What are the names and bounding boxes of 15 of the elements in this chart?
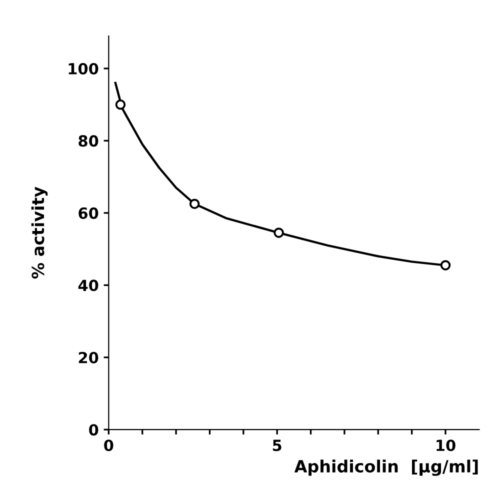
point	[440, 260, 451, 270]
x-axis-title: Aphidicolin [µg/ml]	[294, 460, 478, 476]
point	[189, 198, 200, 210]
y-tick-label: 100	[68, 62, 98, 75]
x-tick-label: 5	[272, 440, 282, 452]
y-tick-label: 60	[78, 207, 98, 219]
x-tick-label: 10	[436, 440, 456, 452]
point	[115, 99, 126, 110]
y-tick-label: 40	[78, 280, 98, 292]
y-tick-label: 20	[78, 352, 98, 364]
x-tick-label: 0	[104, 440, 114, 452]
y-axis-title: % activity	[31, 186, 48, 279]
y-tick-label: 80	[78, 135, 98, 147]
point	[274, 228, 284, 238]
y-tick-label: 0	[89, 424, 98, 436]
